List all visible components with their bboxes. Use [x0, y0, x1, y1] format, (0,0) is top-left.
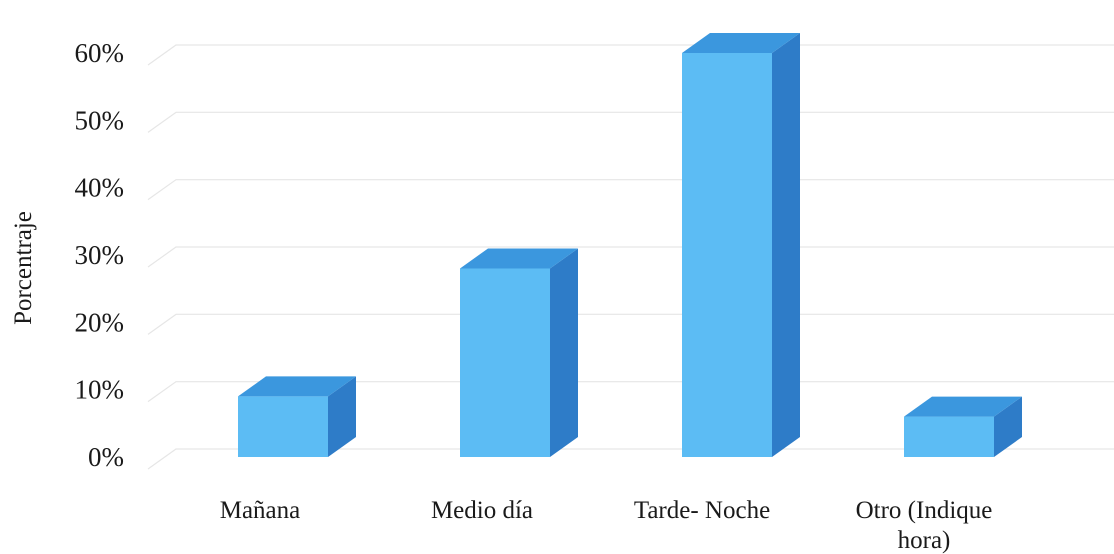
gridlines	[147, 44, 1114, 470]
gridline	[147, 179, 1114, 201]
bar-side	[772, 33, 800, 457]
x-category-label-line: Otro (Indique	[856, 497, 993, 524]
x-category-label: Otro (Indique hora)	[856, 497, 993, 554]
x-axis-labels: Mañana Medio día Tarde- Noche Otro (Indique…	[220, 497, 993, 554]
gridline	[147, 448, 1114, 470]
gridline	[147, 246, 1114, 268]
y-tick-label: 20%	[75, 307, 125, 337]
gridline	[147, 44, 1114, 66]
bar-side	[994, 396, 1022, 457]
bar-front	[682, 53, 772, 457]
y-axis-title: Porcentraje	[10, 211, 37, 325]
x-category-label-line: Mañana	[220, 497, 301, 524]
bar-side	[328, 376, 356, 457]
bar	[682, 33, 800, 457]
gridline	[147, 381, 1114, 403]
x-category-label-line: Medio día	[431, 497, 533, 524]
bar-top	[904, 396, 1022, 417]
gridline	[147, 111, 1114, 133]
y-tick-label: 50%	[75, 105, 125, 135]
y-tick-label: 30%	[75, 240, 125, 270]
x-category-label-line: Tarde- Noche	[634, 497, 770, 524]
bar-side	[550, 248, 578, 457]
bar	[460, 248, 578, 457]
y-tick-label: 10%	[75, 375, 125, 405]
bar-front	[460, 268, 550, 457]
bar-top	[460, 248, 578, 269]
gridline	[147, 313, 1114, 335]
bars	[238, 33, 1022, 457]
x-category-label: Tarde- Noche	[634, 497, 770, 524]
bar-front	[904, 416, 994, 457]
y-tick-label: 60%	[75, 38, 125, 68]
bar	[904, 396, 1022, 457]
x-category-label: Medio día	[431, 497, 533, 524]
bar	[238, 376, 356, 457]
y-tick-label: 40%	[75, 173, 125, 203]
y-axis-ticks: 0% 10% 20% 30% 40% 50% 60%	[75, 38, 125, 472]
x-category-label-line: hora)	[898, 527, 951, 554]
bar-top	[682, 33, 800, 53]
x-category-label: Mañana	[220, 497, 301, 524]
bar-front	[238, 396, 328, 457]
y-tick-label: 0%	[88, 442, 124, 472]
bar-top	[238, 376, 356, 397]
